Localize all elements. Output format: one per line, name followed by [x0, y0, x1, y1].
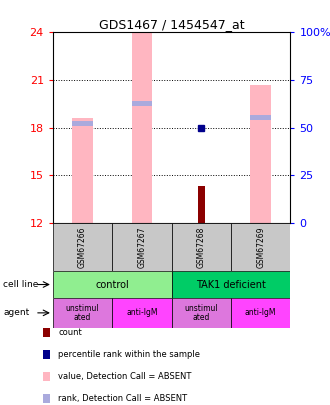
- Text: anti-IgM: anti-IgM: [245, 308, 277, 318]
- Text: count: count: [58, 328, 82, 337]
- Bar: [53, 298, 112, 328]
- Text: TAK1 deficient: TAK1 deficient: [196, 279, 266, 290]
- Bar: [72, 118, 93, 223]
- Text: GSM67269: GSM67269: [256, 226, 265, 268]
- Text: value, Detection Call = ABSENT: value, Detection Call = ABSENT: [58, 372, 192, 381]
- Bar: [231, 223, 290, 271]
- Text: GSM67267: GSM67267: [137, 226, 147, 268]
- Text: cell line: cell line: [3, 280, 39, 289]
- Bar: [231, 298, 290, 328]
- Bar: [250, 85, 271, 223]
- Text: GSM67266: GSM67266: [78, 226, 87, 268]
- Text: rank, Detection Call = ABSENT: rank, Detection Call = ABSENT: [58, 394, 187, 403]
- Text: anti-IgM: anti-IgM: [126, 308, 158, 318]
- Bar: [112, 223, 172, 271]
- Bar: [72, 121, 93, 126]
- Bar: [131, 101, 152, 106]
- Text: agent: agent: [3, 308, 30, 318]
- Text: control: control: [95, 279, 129, 290]
- Bar: [172, 298, 231, 328]
- Text: unstimul
ated: unstimul ated: [184, 303, 218, 322]
- Title: GDS1467 / 1454547_at: GDS1467 / 1454547_at: [99, 18, 245, 31]
- Bar: [250, 115, 271, 119]
- Bar: [53, 271, 172, 298]
- Bar: [172, 271, 290, 298]
- Text: unstimul
ated: unstimul ated: [66, 303, 99, 322]
- Text: GSM67268: GSM67268: [197, 226, 206, 268]
- Bar: [131, 32, 152, 223]
- Bar: [112, 298, 172, 328]
- Bar: [172, 223, 231, 271]
- Text: percentile rank within the sample: percentile rank within the sample: [58, 350, 200, 359]
- Bar: [198, 186, 205, 223]
- Bar: [53, 223, 112, 271]
